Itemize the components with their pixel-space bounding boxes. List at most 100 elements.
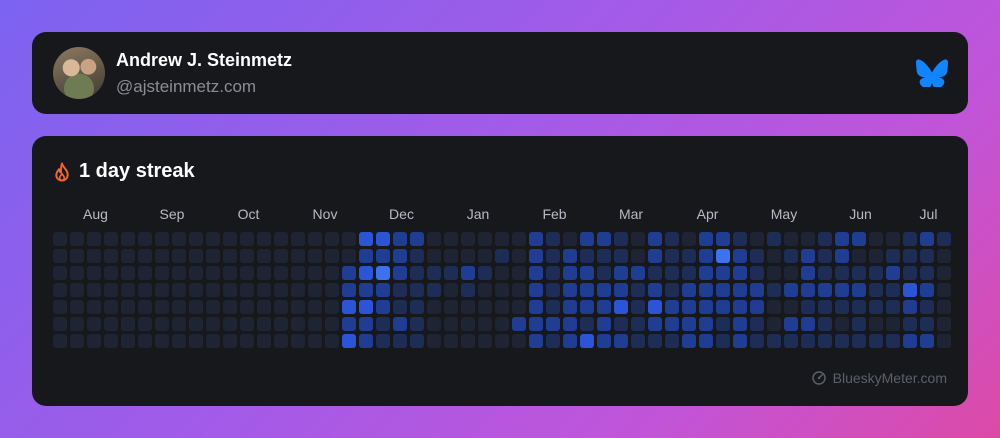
activity-cell[interactable] (869, 300, 883, 314)
activity-cell[interactable] (410, 317, 424, 331)
activity-cell[interactable] (206, 283, 220, 297)
activity-cell[interactable] (512, 232, 526, 246)
activity-cell[interactable] (699, 283, 713, 297)
activity-cell[interactable] (410, 249, 424, 263)
activity-cell[interactable] (869, 232, 883, 246)
activity-cell[interactable] (665, 249, 679, 263)
activity-cell[interactable] (920, 266, 934, 280)
activity-cell[interactable] (359, 249, 373, 263)
activity-cell[interactable] (189, 317, 203, 331)
activity-cell[interactable] (512, 283, 526, 297)
activity-cell[interactable] (920, 249, 934, 263)
activity-cell[interactable] (580, 232, 594, 246)
activity-cell[interactable] (359, 283, 373, 297)
activity-cell[interactable] (869, 283, 883, 297)
activity-cell[interactable] (529, 249, 543, 263)
activity-cell[interactable] (393, 232, 407, 246)
activity-cell[interactable] (614, 334, 628, 348)
activity-cell[interactable] (223, 317, 237, 331)
activity-cell[interactable] (750, 283, 764, 297)
activity-cell[interactable] (750, 232, 764, 246)
activity-cell[interactable] (580, 249, 594, 263)
activity-cell[interactable] (427, 283, 441, 297)
activity-cell[interactable] (716, 300, 730, 314)
activity-cell[interactable] (189, 300, 203, 314)
activity-cell[interactable] (563, 232, 577, 246)
activity-cell[interactable] (580, 266, 594, 280)
activity-cell[interactable] (597, 232, 611, 246)
activity-cell[interactable] (393, 300, 407, 314)
activity-cell[interactable] (359, 266, 373, 280)
activity-cell[interactable] (512, 300, 526, 314)
activity-cell[interactable] (172, 283, 186, 297)
activity-cell[interactable] (801, 300, 815, 314)
activity-cell[interactable] (359, 300, 373, 314)
activity-cell[interactable] (631, 283, 645, 297)
activity-cell[interactable] (70, 249, 84, 263)
activity-cell[interactable] (257, 283, 271, 297)
activity-cell[interactable] (206, 232, 220, 246)
activity-cell[interactable] (308, 249, 322, 263)
activity-cell[interactable] (529, 300, 543, 314)
activity-cell[interactable] (121, 334, 135, 348)
activity-cell[interactable] (478, 283, 492, 297)
activity-cell[interactable] (920, 300, 934, 314)
activity-cell[interactable] (665, 232, 679, 246)
activity-cell[interactable] (818, 249, 832, 263)
activity-cell[interactable] (393, 317, 407, 331)
activity-cell[interactable] (767, 317, 781, 331)
activity-cell[interactable] (240, 249, 254, 263)
activity-cell[interactable] (903, 300, 917, 314)
activity-cell[interactable] (274, 266, 288, 280)
activity-cell[interactable] (376, 266, 390, 280)
activity-cell[interactable] (563, 283, 577, 297)
activity-cell[interactable] (648, 283, 662, 297)
activity-cell[interactable] (274, 283, 288, 297)
activity-cell[interactable] (852, 249, 866, 263)
activity-cell[interactable] (257, 334, 271, 348)
activity-cell[interactable] (818, 266, 832, 280)
activity-cell[interactable] (257, 266, 271, 280)
activity-cell[interactable] (393, 334, 407, 348)
activity-cell[interactable] (648, 249, 662, 263)
activity-cell[interactable] (53, 232, 67, 246)
activity-cell[interactable] (342, 232, 356, 246)
activity-cell[interactable] (580, 317, 594, 331)
activity-cell[interactable] (155, 334, 169, 348)
activity-cell[interactable] (308, 317, 322, 331)
activity-cell[interactable] (614, 317, 628, 331)
activity-cell[interactable] (835, 232, 849, 246)
activity-cell[interactable] (597, 249, 611, 263)
activity-cell[interactable] (614, 232, 628, 246)
activity-cell[interactable] (529, 334, 543, 348)
activity-cell[interactable] (937, 249, 951, 263)
activity-cell[interactable] (359, 317, 373, 331)
activity-cell[interactable] (886, 232, 900, 246)
activity-cell[interactable] (325, 334, 339, 348)
activity-cell[interactable] (359, 334, 373, 348)
activity-cell[interactable] (682, 266, 696, 280)
activity-cell[interactable] (784, 317, 798, 331)
activity-cell[interactable] (903, 283, 917, 297)
activity-cell[interactable] (716, 249, 730, 263)
activity-cell[interactable] (495, 283, 509, 297)
activity-cell[interactable] (835, 249, 849, 263)
activity-cell[interactable] (121, 317, 135, 331)
activity-cell[interactable] (682, 300, 696, 314)
activity-cell[interactable] (376, 334, 390, 348)
activity-cell[interactable] (631, 334, 645, 348)
activity-cell[interactable] (104, 232, 118, 246)
activity-cell[interactable] (240, 334, 254, 348)
activity-cell[interactable] (818, 300, 832, 314)
activity-cell[interactable] (104, 317, 118, 331)
activity-cell[interactable] (597, 266, 611, 280)
activity-cell[interactable] (648, 266, 662, 280)
activity-cell[interactable] (410, 300, 424, 314)
activity-cell[interactable] (291, 232, 305, 246)
activity-cell[interactable] (852, 334, 866, 348)
activity-cell[interactable] (886, 317, 900, 331)
activity-cell[interactable] (257, 232, 271, 246)
activity-cell[interactable] (53, 317, 67, 331)
activity-cell[interactable] (172, 300, 186, 314)
activity-cell[interactable] (733, 283, 747, 297)
